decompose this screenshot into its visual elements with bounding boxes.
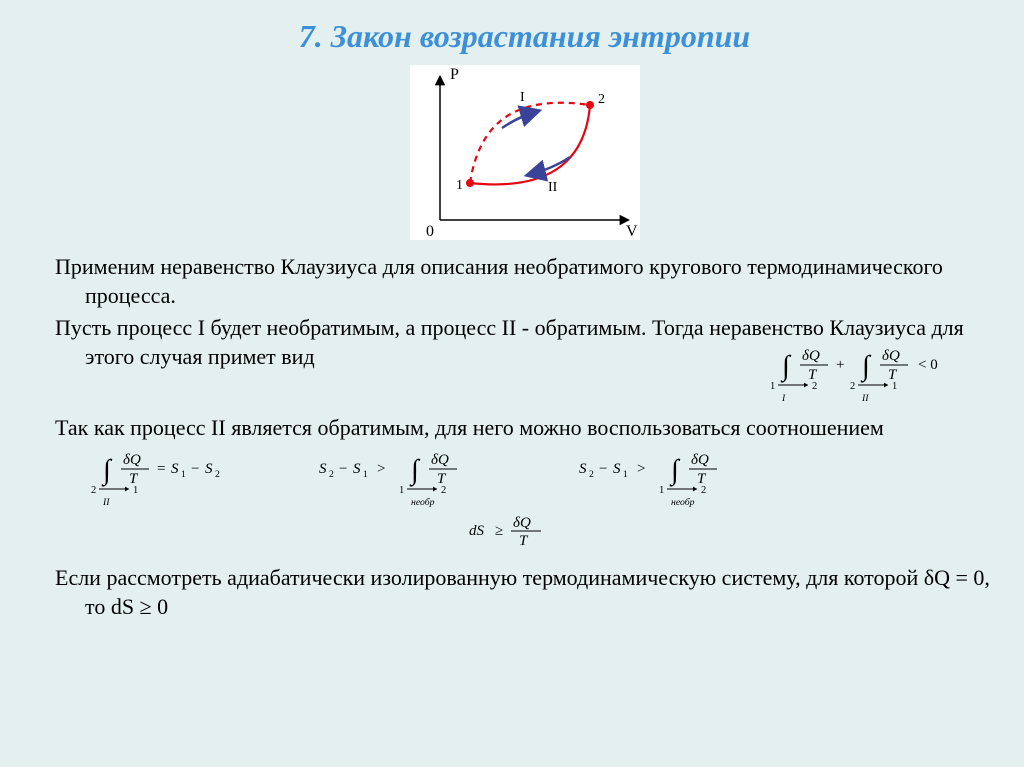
svg-text:δQ: δQ (802, 348, 820, 364)
svg-text:1: 1 (659, 485, 664, 496)
svg-text:1: 1 (623, 469, 628, 480)
svg-text:II: II (102, 497, 110, 507)
slide-title: 7. Закон возрастания энтропии (55, 18, 994, 55)
svg-text:необр: необр (411, 497, 435, 507)
pv-diagram: PV012III (55, 65, 994, 245)
svg-text:≥: ≥ (495, 523, 503, 539)
paragraph-2: Пусть процесс I будет необратимым, а про… (55, 314, 994, 410)
svg-text:δQ: δQ (882, 348, 900, 364)
svg-text:S: S (579, 461, 587, 477)
svg-text:∫: ∫ (780, 351, 792, 383)
svg-text:2: 2 (598, 92, 605, 107)
svg-text:I: I (520, 90, 525, 105)
svg-text:=: = (157, 461, 165, 477)
paragraph-3: Так как процесс II является обратимым, д… (55, 414, 994, 443)
svg-text:δQ: δQ (513, 515, 531, 531)
svg-text:< 0: < 0 (918, 357, 938, 373)
svg-text:∫: ∫ (669, 455, 681, 487)
paragraph-1: Применим неравенство Клаузиуса для описа… (55, 253, 994, 310)
svg-text:S: S (205, 461, 213, 477)
paragraph-4: Если рассмотреть адиабатически изолирова… (55, 564, 994, 621)
svg-text:∫: ∫ (860, 351, 872, 383)
svg-text:−: − (191, 461, 199, 477)
svg-text:S: S (171, 461, 179, 477)
svg-text:II: II (548, 180, 558, 195)
svg-text:S: S (613, 461, 621, 477)
svg-text:T: T (519, 533, 529, 549)
formula-s2-s1-irrev-2: S2−S1>∫12необрδQT (575, 447, 795, 507)
svg-text:2: 2 (91, 485, 96, 496)
svg-text:>: > (637, 461, 645, 477)
svg-text:−: − (339, 461, 347, 477)
svg-text:1: 1 (770, 381, 775, 392)
svg-text:2: 2 (589, 469, 594, 480)
svg-text:II: II (861, 393, 869, 403)
svg-text:δQ: δQ (123, 452, 141, 468)
formula-reversible-integral: ∫21IIδQT=S1−S2 (85, 447, 275, 507)
svg-text:−: − (599, 461, 607, 477)
svg-text:δQ: δQ (691, 452, 709, 468)
svg-text:>: > (377, 461, 385, 477)
svg-text:необр: необр (671, 497, 695, 507)
svg-text:∫: ∫ (409, 455, 421, 487)
svg-text:+: + (836, 357, 844, 373)
svg-text:S: S (319, 461, 327, 477)
pv-diagram-svg: PV012III (410, 65, 640, 240)
svg-text:1: 1 (456, 178, 463, 193)
formula-ds-ge: dS ≥ δQ T (465, 513, 585, 553)
svg-text:2: 2 (850, 381, 855, 392)
svg-text:V: V (626, 223, 638, 240)
svg-text:I: I (781, 393, 786, 403)
svg-text:S: S (353, 461, 361, 477)
svg-text:0: 0 (426, 223, 434, 240)
svg-text:1: 1 (181, 469, 186, 480)
formula-clausius-inequality: ∫12IδQT+∫21IIδQT< 0 (764, 343, 984, 403)
svg-text:1: 1 (399, 485, 404, 496)
svg-text:P: P (450, 66, 459, 83)
svg-text:1: 1 (363, 469, 368, 480)
formula-s2-s1-irrev: S2−S1>∫12необрδQT (315, 447, 535, 507)
svg-text:δQ: δQ (431, 452, 449, 468)
svg-text:2: 2 (329, 469, 334, 480)
svg-text:∫: ∫ (101, 455, 113, 487)
svg-text:2: 2 (215, 469, 220, 480)
svg-text:dS: dS (469, 523, 485, 539)
